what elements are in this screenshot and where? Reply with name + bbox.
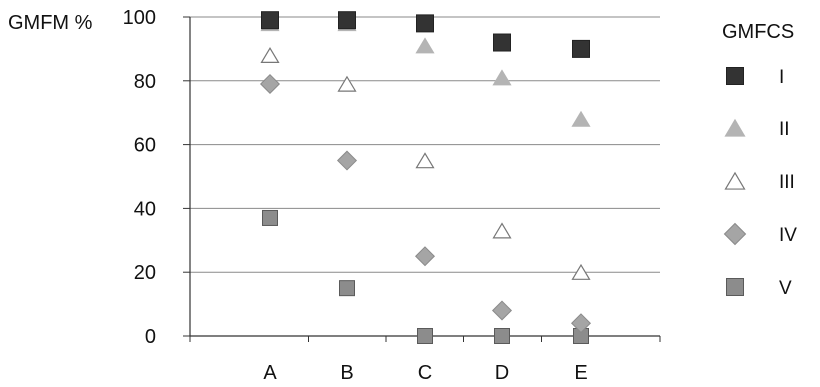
legend-marker-iv bbox=[723, 222, 747, 246]
x-tick-label-D: D bbox=[495, 362, 509, 384]
axes: GMFM % 0 20 40 60 80 100 A B C D E bbox=[8, 7, 661, 384]
y-tick-label-40: 40 bbox=[134, 198, 156, 220]
point-iii-a bbox=[260, 46, 280, 64]
legend-label-ii: II bbox=[779, 119, 790, 140]
x-tick-label-B: B bbox=[340, 362, 353, 384]
y-tick-label-60: 60 bbox=[134, 135, 156, 157]
point-v-a bbox=[262, 209, 278, 226]
y-tick-label-100: 100 bbox=[123, 7, 156, 29]
x-tick-label-C: C bbox=[418, 362, 432, 384]
point-i-d bbox=[493, 33, 511, 52]
point-i-c bbox=[416, 14, 434, 33]
point-ii-e bbox=[571, 110, 591, 127]
point-iv-d bbox=[491, 300, 513, 321]
legend-title: GMFCS bbox=[722, 21, 794, 43]
point-i-e bbox=[572, 39, 590, 58]
point-i-b bbox=[338, 11, 356, 30]
point-v-b bbox=[339, 280, 355, 297]
point-iv-a bbox=[259, 73, 281, 94]
point-ii-c bbox=[415, 37, 435, 54]
point-iii-d bbox=[492, 222, 512, 239]
point-iv-e bbox=[570, 313, 592, 334]
legend-marker-i bbox=[726, 67, 744, 85]
point-iii-e bbox=[571, 263, 591, 280]
legend-label-iii: III bbox=[779, 172, 795, 193]
y-axis-label: GMFM % bbox=[8, 12, 93, 34]
point-iv-b bbox=[336, 150, 358, 171]
legend-label-i: I bbox=[779, 67, 784, 88]
x-tick-label-E: E bbox=[574, 362, 587, 384]
legend-label-iv: IV bbox=[779, 225, 797, 246]
data-points bbox=[259, 11, 592, 344]
y-tick-label-20: 20 bbox=[134, 262, 156, 284]
point-ii-d bbox=[492, 69, 512, 86]
point-iii-b bbox=[337, 75, 357, 92]
point-v-d bbox=[494, 328, 510, 344]
point-iii-c bbox=[415, 152, 435, 169]
point-i-a bbox=[261, 11, 279, 30]
legend-marker-ii bbox=[724, 118, 746, 137]
legend-marker-v bbox=[726, 278, 744, 296]
legend-marker-iii bbox=[724, 171, 746, 190]
legend-label-v: V bbox=[779, 278, 792, 299]
x-tick-label-A: A bbox=[263, 362, 277, 384]
point-iv-c bbox=[414, 246, 436, 267]
point-v-c bbox=[417, 328, 433, 344]
y-tick-label-80: 80 bbox=[134, 71, 156, 93]
y-tick-label-0: 0 bbox=[145, 326, 156, 348]
